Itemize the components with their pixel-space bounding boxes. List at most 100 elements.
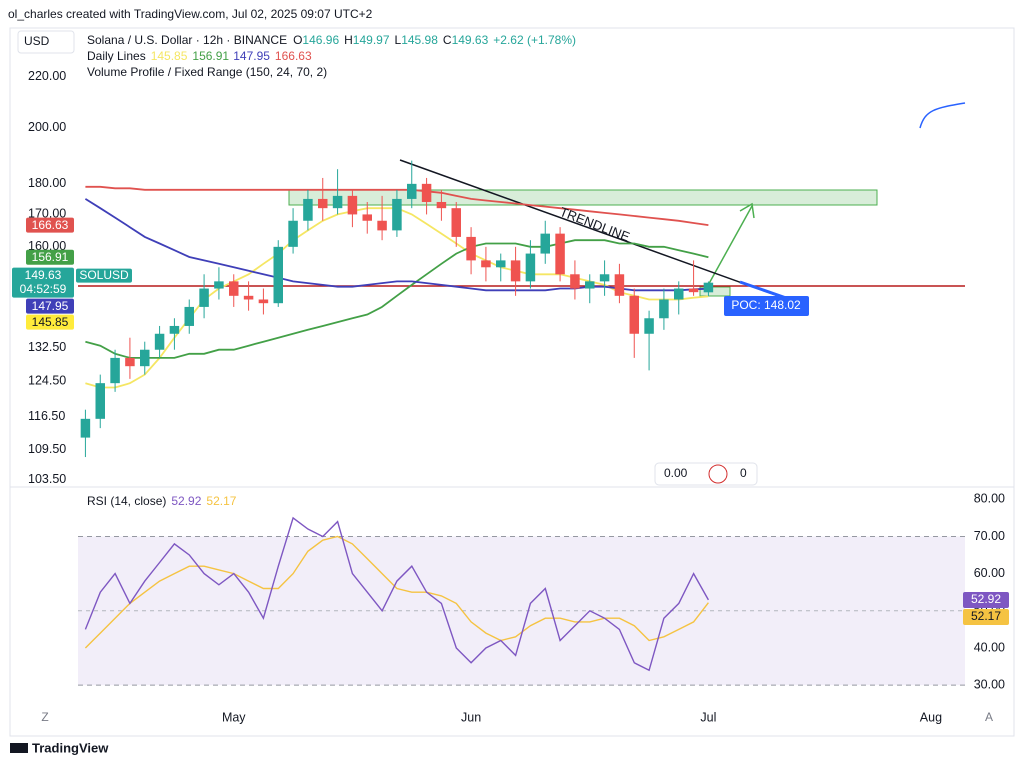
- plot-area: [78, 160, 965, 686]
- candle-body: [332, 195, 343, 209]
- candle-body: [362, 214, 372, 221]
- candle-body: [288, 220, 298, 247]
- y-tick-label: 132.50: [28, 340, 66, 354]
- candle-body: [599, 274, 610, 282]
- candle-body: [570, 274, 580, 289]
- ohlc-key: C: [443, 33, 452, 47]
- y-tick-label: 70.00: [974, 529, 1005, 543]
- price-axis: 220.00 200.00 180.00 170.00 160.00 132.50 124.…: [28, 69, 942, 724]
- y-tick-label: 60.00: [974, 566, 1005, 580]
- countdown: 04:52:59: [20, 282, 67, 296]
- candle-body: [214, 281, 224, 289]
- candle-body: [421, 183, 432, 202]
- y-tick-label: 109.50: [28, 442, 66, 456]
- x-tick-label: Jun: [461, 710, 481, 724]
- price-tag-value: 156.91: [32, 250, 69, 264]
- rsi-header: RSI (14, close) 52.92 52.17: [87, 494, 237, 508]
- candle-body: [688, 288, 699, 293]
- brand-logo: [10, 743, 28, 753]
- rsi-tag: [963, 591, 1009, 608]
- y-tick-label: 160.00: [28, 239, 66, 253]
- watermark: ol_charles created with TradingView.com,…: [8, 7, 373, 21]
- candle-body: [95, 383, 105, 419]
- candle-body: [377, 220, 387, 231]
- candle-body: [540, 233, 550, 254]
- drawing-curve: [919, 102, 966, 129]
- candle-body: [674, 288, 684, 300]
- y-tick-label: 40.00: [974, 640, 1005, 654]
- candle-body: [466, 236, 476, 261]
- indicator-label: Volume Profile / Fixed Range (150, 24, 7…: [87, 65, 327, 79]
- y-tick-label: 124.50: [28, 373, 66, 387]
- brand-name: TradingView: [32, 740, 109, 755]
- ohlc-key: O: [293, 33, 302, 47]
- ohlc-key: L: [395, 33, 402, 47]
- ohlc-value: 146.96: [302, 33, 339, 47]
- y-tick-label: 200.00: [28, 120, 66, 134]
- candle-body: [451, 208, 461, 237]
- rsi-tag: [963, 608, 1009, 625]
- price-tag-value: 145.85: [32, 315, 69, 329]
- rsi-title: RSI (14, close): [87, 494, 166, 508]
- legend-value: 147.95: [233, 49, 270, 63]
- x-tick-label: May: [222, 710, 246, 724]
- ohlc-value: 145.98: [401, 33, 438, 47]
- price-tag: [12, 267, 74, 298]
- y-tick-label: 180.00: [28, 176, 66, 190]
- overlay-title: Daily Lines: [87, 49, 146, 63]
- arrow: [705, 205, 753, 290]
- candle-body: [659, 299, 669, 319]
- candle-body: [169, 325, 180, 334]
- poc-box: [724, 296, 809, 316]
- arrow-head: [739, 202, 755, 219]
- candle-body: [258, 299, 269, 304]
- zoom-button[interactable]: Z: [41, 710, 48, 724]
- legend-value: 145.85: [151, 49, 188, 63]
- legend-value: 166.63: [275, 49, 312, 63]
- line: [85, 185, 709, 226]
- candle-body: [347, 195, 358, 215]
- candle-body: [392, 198, 402, 231]
- candle-body: [629, 295, 639, 334]
- candle-body: [110, 357, 120, 384]
- candle-body: [703, 282, 714, 293]
- rsi-tag-value: 52.92: [971, 592, 1001, 606]
- candle-body: [303, 198, 313, 221]
- symbol-tag-label: SOLUSD: [79, 268, 129, 282]
- chart-frame: [9, 27, 1015, 737]
- price-tag: [26, 314, 74, 330]
- price-tag: [26, 298, 74, 314]
- y-tick-label: 116.50: [28, 409, 65, 423]
- widget[interactable]: [654, 462, 758, 486]
- candle-body: [243, 295, 254, 300]
- price-tag-value: 149.63: [25, 268, 62, 282]
- price-tag-value: 166.63: [32, 218, 69, 232]
- symbol-tag: [76, 268, 132, 283]
- auto-button[interactable]: A: [985, 710, 993, 724]
- ohlc-key: H: [344, 33, 353, 47]
- y-tick-label: 30.00: [974, 677, 1005, 691]
- candle-body: [229, 281, 239, 296]
- candle-body: [273, 246, 283, 304]
- currency-label[interactable]: USD: [24, 34, 50, 48]
- ohlc-value: 149.97: [353, 33, 390, 47]
- y-tick-label: 80.00: [974, 492, 1005, 506]
- symbol-header: Solana / U.S. Dollar · 12h · BINANCE O146…: [87, 33, 576, 47]
- symbol-title: Solana / U.S. Dollar · 12h · BINANCE: [87, 33, 287, 47]
- price-tag-value: 147.95: [32, 299, 69, 313]
- candle-body: [510, 260, 521, 282]
- candle-body: [585, 281, 595, 289]
- candle-body: [154, 333, 165, 350]
- overlay-header: Daily Lines 145.85 156.91 147.95 166.63: [87, 49, 312, 63]
- candle-body: [614, 274, 625, 296]
- candle-body: [436, 201, 447, 209]
- widget-left: 0.00: [664, 466, 688, 480]
- flag-icon: [708, 464, 728, 484]
- legend-value: 52.17: [206, 494, 236, 508]
- candle-body: [555, 233, 565, 275]
- candle-body: [644, 318, 654, 334]
- line: [84, 516, 710, 672]
- candle-body: [125, 357, 135, 367]
- currency-button[interactable]: [17, 30, 75, 54]
